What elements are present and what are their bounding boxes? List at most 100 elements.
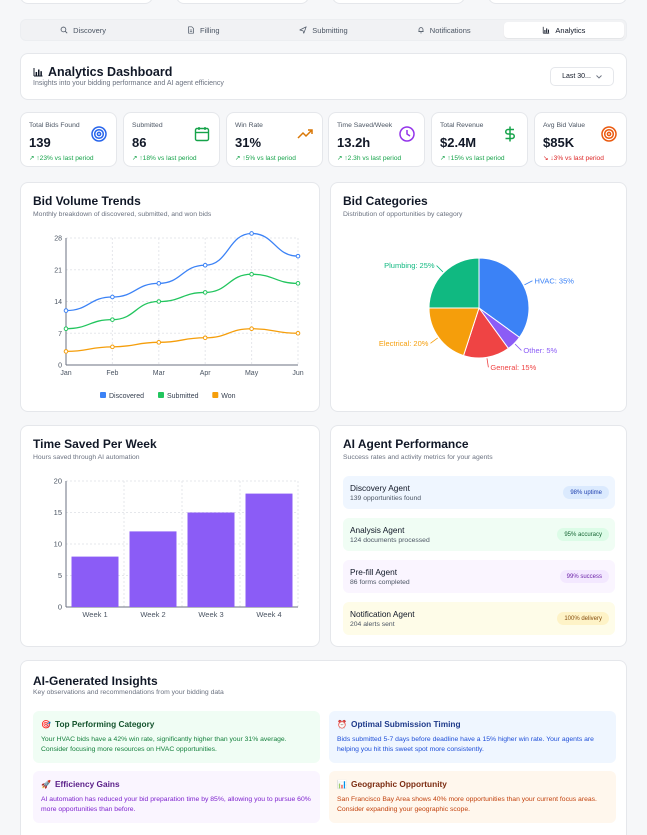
- agent-row: Discovery Agent 139 opportunities found …: [343, 476, 615, 509]
- page-title-row: Analytics Dashboard: [33, 65, 172, 79]
- insight-card: 🎯 Top Performing Category Your HVAC bids…: [33, 711, 320, 763]
- agent-badge: 98% uptime: [563, 486, 609, 499]
- bid-volume-card: Bid Volume Trends Monthly breakdown of d…: [20, 182, 320, 412]
- y-tick-label: 0: [58, 363, 62, 370]
- insight-body: AI automation has reduced your bid prepa…: [41, 796, 311, 814]
- card-subtitle: Success rates and activity metrics for y…: [343, 454, 493, 461]
- x-tick-label: May: [245, 370, 259, 377]
- tab-notifications[interactable]: Notifications: [384, 22, 504, 38]
- stat-value: $2.4M: [440, 135, 477, 150]
- insight-title-row: 🎯 Top Performing Category: [41, 719, 154, 729]
- stat-label: Win Rate: [235, 122, 263, 129]
- stat-value: 31%: [235, 135, 262, 150]
- y-tick-label: 15: [54, 508, 62, 517]
- insight-card: ⏰ Optimal Submission Timing Bids submitt…: [329, 711, 616, 763]
- data-point: [110, 294, 115, 300]
- tab-bar: Discovery Filling Submitting Notificatio…: [20, 19, 627, 41]
- agent-badge: 100% delivery: [557, 612, 609, 625]
- stat-card: Submitted 86 ↗ ↑18% vs last period: [123, 112, 220, 167]
- tab-label: Submitting: [312, 25, 348, 35]
- x-tick-label: Week 4: [256, 610, 281, 619]
- y-tick-label: 20: [54, 477, 62, 486]
- agent-detail: 204 alerts sent: [350, 621, 395, 628]
- stat-value: $85K: [543, 135, 575, 150]
- x-tick-label: Week 3: [198, 610, 223, 619]
- period-value: Last 30...: [562, 73, 591, 80]
- stat-label: Avg Bid Value: [543, 122, 586, 129]
- stat-change: ↗ ↑5% vs last period: [235, 155, 296, 162]
- bar-chart-icon: [33, 68, 43, 77]
- insight-title-row: 📊 Geographic Opportunity: [337, 779, 447, 789]
- y-tick-label: 5: [58, 571, 62, 580]
- line-chart: 0 7 14 21 28 Jan Feb Mar Apr May Jun Discovered Subm…: [54, 231, 304, 400]
- top-card-stub: [488, 0, 627, 4]
- pie-label: General: 15%: [490, 363, 536, 372]
- y-tick-label: 28: [54, 236, 62, 243]
- tab-label: Analytics: [555, 25, 586, 35]
- chevron-down-icon: [596, 74, 602, 79]
- insight-title: Efficiency Gains: [55, 779, 120, 789]
- agent-row: Pre-fill Agent 86 forms completed 99% su…: [343, 560, 615, 593]
- stat-card: Time Saved/Week 13.2h ↗ ↑2.3h vs last pe…: [328, 112, 425, 167]
- insight-title-row: 🚀 Efficiency Gains: [41, 779, 120, 789]
- stat-change: ↗ ↑18% vs last period: [132, 155, 197, 162]
- data-point: [202, 262, 208, 268]
- data-point: [156, 340, 162, 345]
- pie-label: HVAC: 35%: [534, 276, 574, 285]
- tab-analytics[interactable]: Analytics: [503, 22, 625, 38]
- legend-swatch: [100, 392, 106, 398]
- insight-title-row: ⏰ Optimal Submission Timing: [337, 719, 461, 729]
- legend-label: Discovered: [109, 393, 144, 400]
- y-tick-label: 14: [54, 299, 62, 306]
- alarm-clock-icon: ⏰: [337, 719, 347, 729]
- card-title: Time Saved Per Week: [33, 437, 157, 451]
- series-line-won: [65, 328, 299, 353]
- page-title: Analytics Dashboard: [48, 65, 173, 79]
- agent-row: Notification Agent 204 alerts sent 100% …: [343, 602, 615, 635]
- card-title: Bid Categories: [343, 194, 428, 208]
- x-tick-label: Feb: [106, 370, 118, 377]
- x-tick-label: Apr: [200, 370, 212, 377]
- pie-label-line: [514, 343, 522, 351]
- tab-discovery[interactable]: Discovery: [23, 22, 143, 38]
- agent-performance-card: AI Agent Performance Success rates and a…: [330, 425, 627, 647]
- send-icon: [299, 26, 307, 34]
- bar: [129, 531, 177, 607]
- stat-card: Total Bids Found 139 ↗ ↑23% vs last peri…: [20, 112, 117, 167]
- period-select[interactable]: Last 30...: [550, 67, 614, 86]
- pie-label: Plumbing: 25%: [384, 261, 435, 270]
- x-tick-label: Mar: [153, 370, 166, 377]
- data-point: [249, 231, 254, 236]
- bar-chart-icon: 📊: [337, 779, 347, 789]
- tab-label: Notifications: [429, 25, 471, 35]
- legend-label: Submitted: [167, 393, 199, 400]
- insight-body: Bids submitted 5-7 days before deadline …: [337, 736, 594, 754]
- agent-detail: 124 documents processed: [350, 537, 430, 544]
- data-point: [156, 299, 162, 304]
- data-point: [202, 290, 208, 295]
- bar: [71, 556, 119, 607]
- data-point: [110, 317, 115, 322]
- y-tick-label: 7: [58, 331, 62, 338]
- dashboard-header: Analytics Dashboard Insights into your b…: [20, 53, 627, 100]
- stat-label: Submitted: [132, 122, 163, 129]
- pie-label: Other: 5%: [523, 346, 557, 355]
- pie-label-line: [430, 337, 438, 344]
- stat-card: Win Rate 31% ↗ ↑5% vs last period: [226, 112, 323, 167]
- insight-card: 📊 Geographic Opportunity San Francisco B…: [329, 771, 616, 823]
- pie-chart: HVAC: 35% Other: 5% General: 15% Electrical…: [379, 257, 574, 372]
- insight-card: 🚀 Efficiency Gains AI automation has red…: [33, 771, 320, 823]
- data-point: [63, 308, 69, 313]
- stat-value: 139: [29, 135, 51, 150]
- tab-filling[interactable]: Filling: [143, 22, 263, 38]
- top-card-stub: [176, 0, 309, 4]
- document-icon: [188, 26, 194, 34]
- data-point: [156, 281, 162, 286]
- stat-label: Time Saved/Week: [337, 122, 393, 129]
- pie-label-line: [436, 265, 444, 273]
- data-point: [295, 253, 301, 259]
- tab-label: Discovery: [73, 25, 107, 35]
- tab-submitting[interactable]: Submitting: [263, 22, 383, 38]
- bar-chart: 0 5 10 15 20 Week 1 Week 2 Week 3 Week 4: [54, 477, 299, 619]
- agent-name: Discovery Agent: [350, 483, 410, 493]
